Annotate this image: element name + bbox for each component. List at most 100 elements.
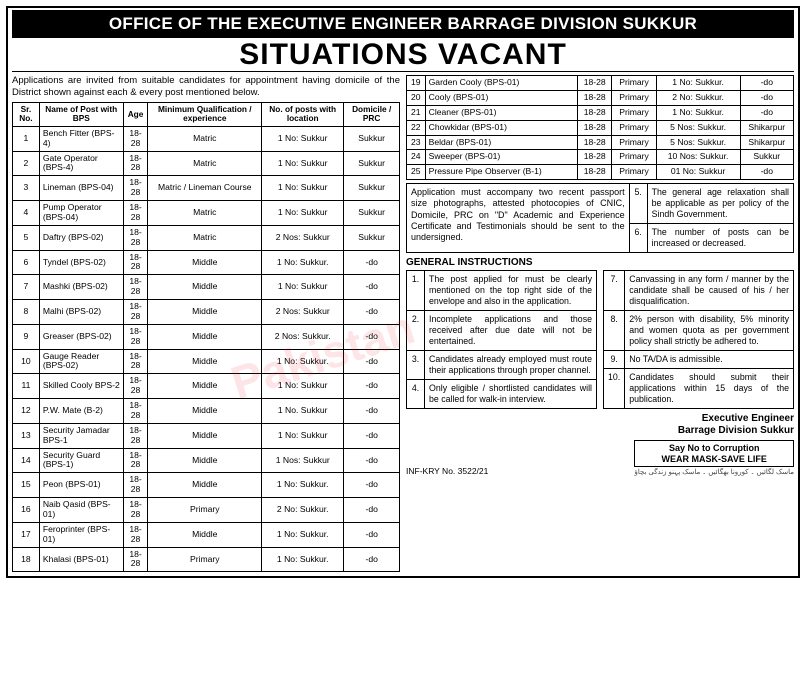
cell-sr: 9	[13, 324, 40, 349]
cell-qual: Primary	[612, 165, 656, 180]
cell-loc: 10 Nos: Sukkur.	[656, 150, 740, 165]
cell-post: Cleaner (BPS-01)	[425, 105, 577, 120]
gi-text: Candidates already employed must route t…	[425, 350, 597, 379]
cell-age: 18-28	[123, 201, 148, 226]
gi-num: 2.	[407, 311, 425, 351]
col-age: Age	[123, 102, 148, 126]
cell-age: 18-28	[577, 135, 611, 150]
cell-sr: 21	[407, 105, 426, 120]
cell-dom: -do	[740, 165, 793, 180]
cell-post: Malhi (BPS-02)	[39, 300, 123, 325]
cell-age: 18-28	[577, 120, 611, 135]
gi-text: The post applied for must be clearly men…	[425, 271, 597, 311]
cell-post: Naib Qasid (BPS-01)	[39, 498, 123, 523]
cell-dom: Sukkur	[344, 126, 400, 151]
cell-post: Skilled Cooly BPS-2	[39, 374, 123, 399]
cell-post: Bench Fitter (BPS-4)	[39, 126, 123, 151]
gi-num: 8.	[604, 311, 625, 351]
cell-qual: Middle	[148, 399, 262, 424]
gi-text: Incomplete applications and those receiv…	[425, 311, 597, 351]
cell-post: Lineman (BPS-04)	[39, 176, 123, 201]
cell-dom: Sukkur	[344, 201, 400, 226]
gi-row: 1. The post applied for must be clearly …	[407, 271, 597, 311]
cell-sr: 10	[13, 349, 40, 374]
cell-dom: -do	[344, 473, 400, 498]
sayno-l2: WEAR MASK-SAVE LIFE	[641, 454, 787, 465]
jobs-table-left: Sr. No. Name of Post with BPS Age Minimu…	[12, 102, 400, 573]
table-row: 10 Gauge Reader (BPS-02) 18-28 Middle 1 …	[13, 349, 400, 374]
cell-loc: 1 No: Sukkur.	[262, 349, 344, 374]
cell-loc: 1 No: Sukkur	[262, 275, 344, 300]
cell-sr: 25	[407, 165, 426, 180]
cell-post: Security Guard (BPS-1)	[39, 448, 123, 473]
cell-loc: 1 No: Sukkur	[262, 374, 344, 399]
table-row: 21 Cleaner (BPS-01) 18-28 Primary 1 No: …	[407, 105, 794, 120]
gi-num: 3.	[407, 350, 425, 379]
cell-loc: 01 No: Sukkur	[656, 165, 740, 180]
cell-qual: Primary	[148, 547, 262, 572]
gi-num: 5.	[629, 184, 647, 224]
gi-5-6: 5. The general age relaxation shall be a…	[629, 183, 794, 253]
gi-row: 8. 2% person with disability, 5% minorit…	[604, 311, 794, 351]
cell-loc: 2 No: Sukkur.	[262, 498, 344, 523]
cell-age: 18-28	[123, 498, 148, 523]
cell-sr: 3	[13, 176, 40, 201]
cell-sr: 8	[13, 300, 40, 325]
cell-qual: Middle	[148, 349, 262, 374]
gi-row: 4. Only eligible / shortlisted candidate…	[407, 379, 597, 408]
table-row: 6 Tyndel (BPS-02) 18-28 Middle 1 No: Suk…	[13, 250, 400, 275]
gi-text: Candidates should submit their applicati…	[625, 368, 794, 408]
left-column: Applications are invited from suitable c…	[12, 75, 400, 572]
gi-left: 1. The post applied for must be clearly …	[406, 270, 597, 409]
table-row: 8 Malhi (BPS-02) 18-28 Middle 2 Nos: Suk…	[13, 300, 400, 325]
say-no-box: Say No to Corruption WEAR MASK-SAVE LIFE	[634, 440, 794, 468]
cell-qual: Matric	[148, 126, 262, 151]
cell-sr: 22	[407, 120, 426, 135]
urdu-text: ماسک لگائیں ۔ کورونا بھگائیں ۔ ماسک پہنو…	[634, 468, 794, 476]
cell-loc: 1 No: Sukkur	[262, 176, 344, 201]
two-columns: Applications are invited from suitable c…	[12, 75, 794, 572]
cell-sr: 13	[13, 423, 40, 448]
main-title: SITUATIONS VACANT	[12, 38, 794, 72]
cell-age: 18-28	[577, 165, 611, 180]
ad-container: Pakistan OFFICE OF THE EXECUTIVE ENGINEE…	[6, 6, 800, 578]
cell-dom: -do	[344, 349, 400, 374]
cell-age: 18-28	[577, 105, 611, 120]
cell-sr: 7	[13, 275, 40, 300]
cell-age: 18-28	[123, 324, 148, 349]
cell-loc: 2 Nos: Sukkur	[262, 300, 344, 325]
cell-dom: Shikarpur	[740, 135, 793, 150]
table-row: 18 Khalasi (BPS-01) 18-28 Primary 1 No: …	[13, 547, 400, 572]
cell-sr: 1	[13, 126, 40, 151]
cell-loc: 1 No: Sukkur.	[656, 76, 740, 91]
gi-row: 5. The general age relaxation shall be a…	[629, 184, 793, 224]
cell-post: Pressure Pipe Observer (B-1)	[425, 165, 577, 180]
cell-sr: 14	[13, 448, 40, 473]
cell-qual: Primary	[612, 90, 656, 105]
gi-text: Only eligible / shortlisted candidates w…	[425, 379, 597, 408]
table-row: 7 Mashki (BPS-02) 18-28 Middle 1 No: Suk…	[13, 275, 400, 300]
cell-dom: -do	[344, 250, 400, 275]
gi-num: 4.	[407, 379, 425, 408]
cell-post: Gauge Reader (BPS-02)	[39, 349, 123, 374]
cell-age: 18-28	[123, 126, 148, 151]
cell-age: 18-28	[123, 448, 148, 473]
cell-loc: 1 No: Sukkur	[262, 423, 344, 448]
gi-num: 7.	[604, 271, 625, 311]
cell-post: P.W. Mate (B-2)	[39, 399, 123, 424]
cell-qual: Matric	[148, 151, 262, 176]
col-qual: Minimum Qualification / experience	[148, 102, 262, 126]
cell-age: 18-28	[123, 522, 148, 547]
col-dom: Domicile / PRC	[344, 102, 400, 126]
cell-qual: Middle	[148, 324, 262, 349]
cell-sr: 11	[13, 374, 40, 399]
cell-post: Garden Cooly (BPS-01)	[425, 76, 577, 91]
cell-loc: 1 No: Sukkur	[262, 151, 344, 176]
cell-qual: Primary	[148, 498, 262, 523]
cell-post: Feroprinter (BPS-01)	[39, 522, 123, 547]
signature-line2: Barrage Division Sukkur	[634, 425, 794, 437]
cell-age: 18-28	[123, 225, 148, 250]
cell-qual: Middle	[148, 423, 262, 448]
gi-right: 7. Canvassing in any form / manner by th…	[603, 270, 794, 409]
gi-num: 1.	[407, 271, 425, 311]
